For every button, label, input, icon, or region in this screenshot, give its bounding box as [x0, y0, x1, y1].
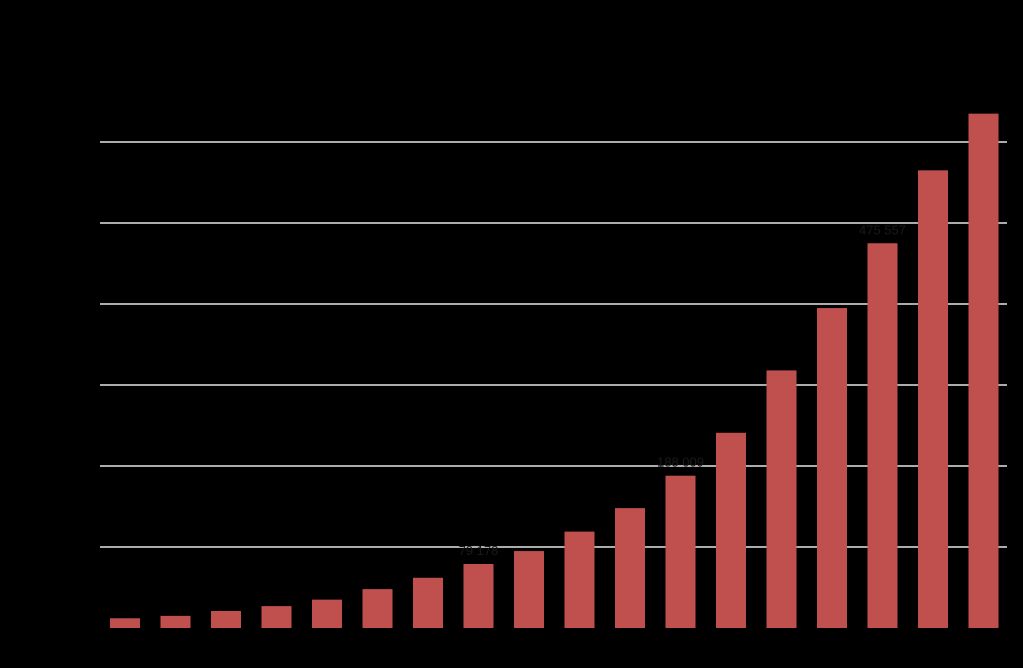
bar-8	[463, 564, 494, 628]
data-label-bar-8: 79 178	[459, 543, 499, 558]
bar-9	[514, 551, 544, 628]
bar-13	[716, 432, 746, 628]
bar-14	[766, 370, 797, 628]
bar-12	[665, 475, 696, 628]
bar-16	[867, 243, 898, 628]
bar-11	[615, 508, 645, 628]
bars	[110, 113, 999, 628]
bar-3	[211, 610, 241, 628]
bar-15	[817, 308, 847, 628]
bar-5	[312, 599, 342, 628]
data-labels: 79 178 188 009 475 557	[459, 222, 906, 558]
bar-6	[362, 589, 393, 628]
bar-10	[564, 531, 595, 628]
gridlines	[100, 141, 1007, 548]
data-label-bar-16: 475 557	[859, 222, 906, 237]
bar-2	[160, 615, 191, 628]
bar-4	[261, 606, 292, 628]
data-label-bar-12: 188 009	[657, 455, 704, 470]
bar-1	[110, 618, 140, 628]
bar-17	[918, 170, 948, 628]
bar-7	[413, 577, 443, 628]
bar-18	[968, 113, 999, 628]
